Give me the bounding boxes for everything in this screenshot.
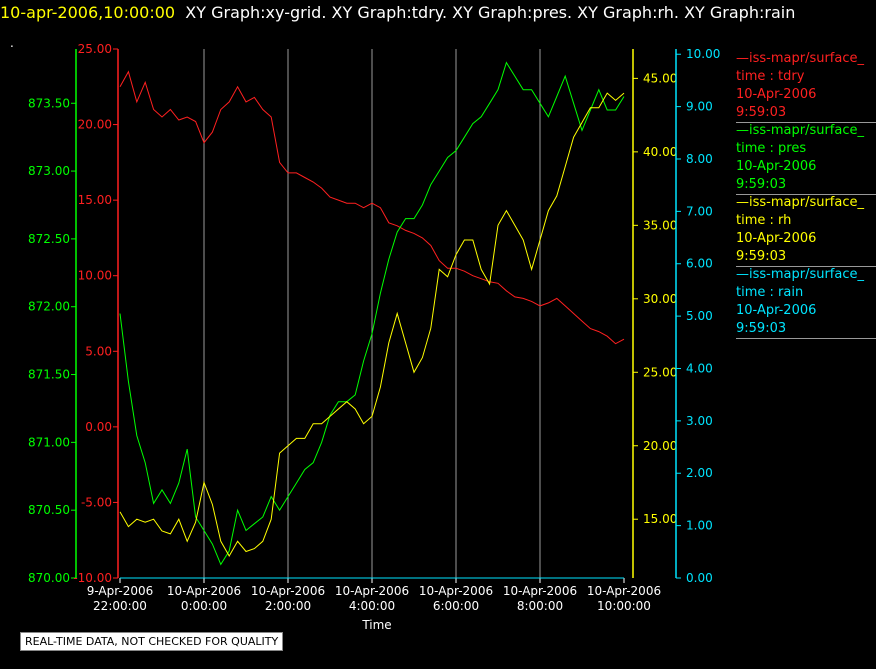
x-tick-label: 2:00:00: [265, 599, 311, 613]
legend-date: 10-Apr-2006: [736, 303, 817, 318]
pres-tick-label: 870.00: [28, 571, 70, 585]
series-tdry: [119, 70, 625, 345]
tdry-tick-label: 0.00: [85, 420, 112, 434]
rh-tick-label: 15.00: [643, 512, 677, 526]
series-pres: [119, 61, 625, 566]
header-timestamp: 10-apr-2006,10:00:00: [0, 3, 176, 22]
legend-line: —iss-mapr/surface_: [736, 195, 865, 210]
x-tick-label: 10-Apr-2006: [419, 584, 493, 598]
tdry-tick-label: -10.00: [73, 571, 112, 585]
tdry-tick-label: 15.00: [78, 193, 112, 207]
legend-entry-3: —iss-mapr/surface_time : rh 10-Apr-2006 9:…: [736, 194, 876, 267]
tdry-tick-label: 5.00: [85, 344, 112, 358]
x-tick-label: 6:00:00: [433, 599, 479, 613]
x-tick-label: 9-Apr-2006: [87, 584, 154, 598]
x-tick-label: 4:00:00: [349, 599, 395, 613]
tdry-tick-label: 25.00: [78, 42, 112, 56]
pres-tick-label: 873.50: [28, 96, 70, 110]
x-tick-label: 10-Apr-2006: [335, 584, 409, 598]
rain-tick-label: 4.00: [686, 361, 713, 375]
legend-entry-2: —iss-mapr/surface_time : pres 10-Apr-2006…: [736, 122, 876, 195]
legend-time: 9:59:03: [736, 104, 876, 123]
rh-tick-label: 25.00: [643, 365, 677, 379]
legend-date: 10-Apr-2006: [736, 87, 817, 102]
quality-note: REAL-TIME DATA, NOT CHECKED FOR QUALITY: [20, 632, 284, 651]
rain-tick-label: 3.00: [686, 414, 713, 428]
rain-tick-label: 8.00: [686, 152, 713, 166]
header-graph-list: XY Graph:xy-grid. XY Graph:tdry. XY Grap…: [185, 3, 796, 22]
rain-tick-label: 10.00: [686, 47, 720, 61]
rain-tick-label: 2.00: [686, 466, 713, 480]
pres-tick-label: 872.00: [28, 300, 70, 314]
tdry-tick-label: 10.00: [78, 269, 112, 283]
x-tick-label: 10-Apr-2006: [251, 584, 325, 598]
rain-tick-label: 9.00: [686, 100, 713, 114]
x-tick-label: 22:00:00: [93, 599, 147, 613]
rh-tick-label: 45.00: [643, 71, 677, 85]
tdry-tick-label: 20.00: [78, 118, 112, 132]
pres-tick-label: 872.50: [28, 232, 70, 246]
legend-date: 10-Apr-2006: [736, 231, 817, 246]
series-rh: [119, 92, 625, 558]
legend-line: —iss-mapr/surface_: [736, 267, 865, 282]
x-tick-label: 8:00:00: [517, 599, 563, 613]
x-tick-label: 0:00:00: [181, 599, 227, 613]
legend-date: 10-Apr-2006: [736, 159, 817, 174]
legend-time: 9:59:03: [736, 248, 876, 267]
x-tick-label: 10-Apr-2006: [167, 584, 241, 598]
legend-time: 9:59:03: [736, 176, 876, 195]
rain-tick-label: 5.00: [686, 309, 713, 323]
x-tick-label: 10-Apr-2006: [503, 584, 577, 598]
rh-tick-label: 35.00: [643, 218, 677, 232]
legend-var: time : rh: [736, 213, 792, 228]
pres-tick-label: 871.50: [28, 368, 70, 382]
header-title: 10-apr-2006,10:00:00 XY Graph:xy-grid. X…: [0, 3, 795, 22]
rh-tick-label: 40.00: [643, 145, 677, 159]
legend-entry-4: —iss-mapr/surface_time : rain 10-Apr-2006…: [736, 266, 876, 339]
legend-var: time : tdry: [736, 69, 805, 84]
legend-time: 9:59:03: [736, 320, 876, 339]
rain-tick-label: 6.00: [686, 257, 713, 271]
pres-tick-label: 873.00: [28, 164, 70, 178]
legend-line: —iss-mapr/surface_: [736, 123, 865, 138]
pres-tick-label: 870.50: [28, 503, 70, 517]
pres-tick-label: 871.00: [28, 435, 70, 449]
rh-tick-label: 20.00: [643, 439, 677, 453]
x-axis-label: Time: [361, 618, 391, 632]
legend-line: —iss-mapr/surface_: [736, 51, 865, 66]
rh-tick-label: 30.00: [643, 292, 677, 306]
legend-var: time : pres: [736, 141, 807, 156]
legend-entry-1: —iss-mapr/surface_time : tdry 10-Apr-2006…: [736, 50, 876, 123]
rain-tick-label: 0.00: [686, 571, 713, 585]
x-tick-label: 10:00:00: [597, 599, 651, 613]
legend-var: time : rain: [736, 285, 804, 300]
rain-tick-label: 7.00: [686, 204, 713, 218]
header-dot: .: [10, 36, 14, 50]
x-tick-label: 10-Apr-2006: [587, 584, 661, 598]
rain-tick-label: 1.00: [686, 519, 713, 533]
tdry-tick-label: -5.00: [81, 495, 112, 509]
